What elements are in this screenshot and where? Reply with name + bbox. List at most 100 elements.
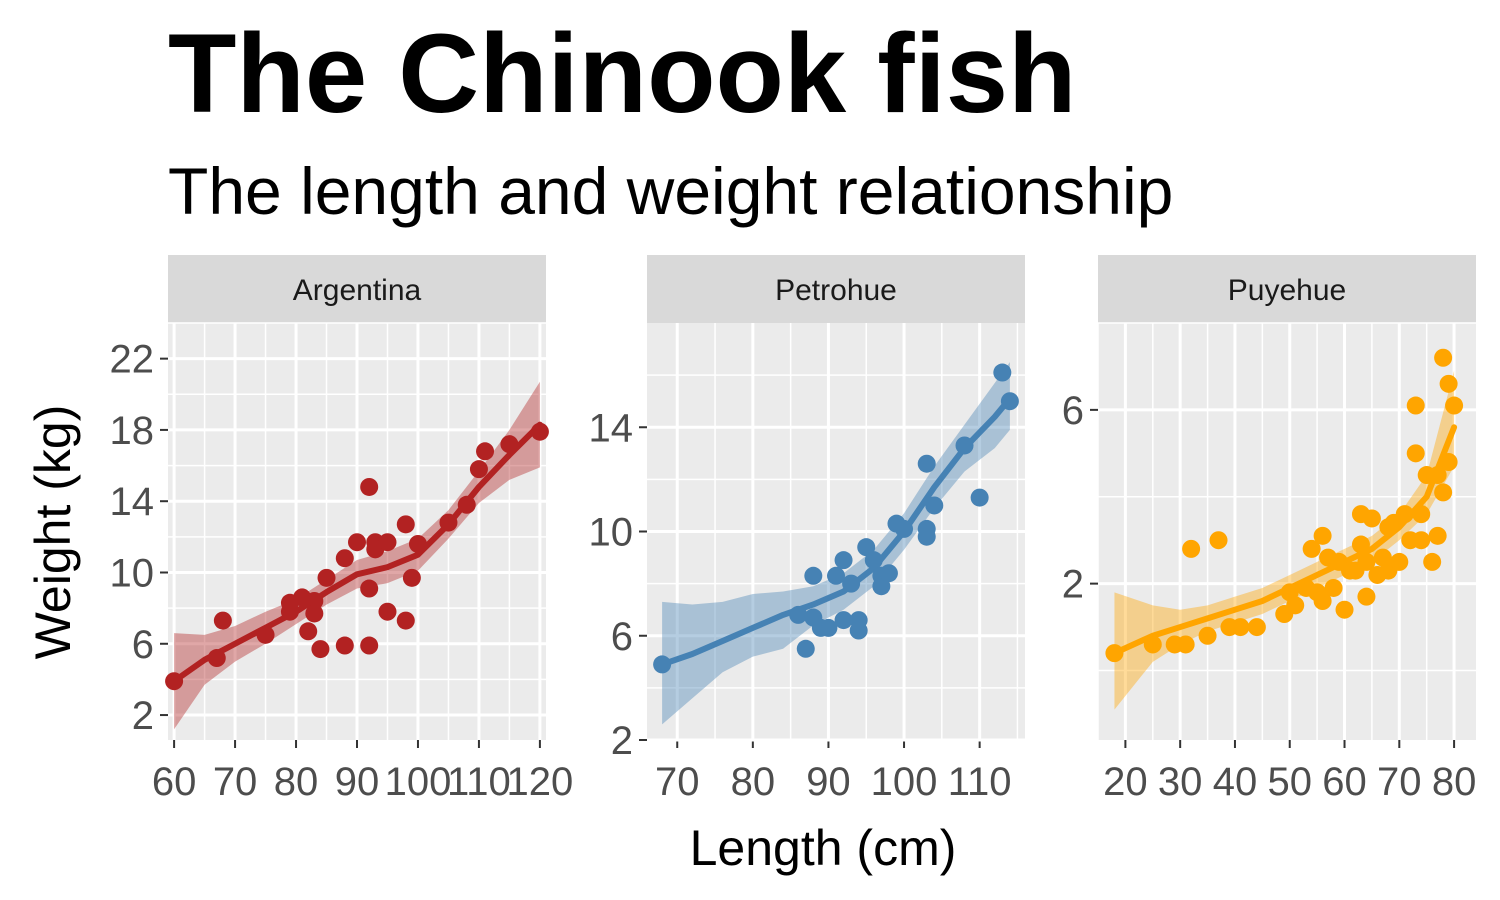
x-tick-label: 60 <box>152 760 197 804</box>
confidence-band <box>662 362 1010 725</box>
facet-puyehue: Puyehue 20 30 40 50 60 70 80 2 6 <box>1062 255 1476 804</box>
x-tick-label: 50 <box>1267 760 1312 804</box>
data-point <box>1395 505 1414 524</box>
data-point <box>849 621 868 640</box>
data-point <box>796 639 815 658</box>
x-tick-label: 80 <box>274 760 319 804</box>
smooth-line <box>171 421 543 685</box>
data-point <box>1335 600 1354 619</box>
y-tick-label: 14 <box>110 480 155 524</box>
y-tick-label: 22 <box>110 338 155 382</box>
data-point <box>396 611 415 630</box>
data-point <box>378 602 397 621</box>
x-tick-label: 60 <box>1322 760 1367 804</box>
y-tick-label: 10 <box>110 551 155 595</box>
x-tick-label: 40 <box>1213 760 1258 804</box>
data-point <box>348 533 366 552</box>
x-tick-label: 70 <box>655 760 700 804</box>
data-point <box>1209 531 1228 550</box>
data-point <box>1439 374 1458 393</box>
data-point <box>653 655 672 674</box>
data-point <box>1428 526 1447 545</box>
data-point <box>1302 539 1321 558</box>
data-point <box>1286 596 1305 615</box>
data-point <box>1406 396 1425 415</box>
data-point <box>1445 396 1464 415</box>
chart-title: The Chinook fish <box>168 11 1076 136</box>
data-point <box>317 568 336 587</box>
facet-strip-label: Argentina <box>293 274 422 307</box>
data-point <box>1434 483 1453 502</box>
data-point <box>1412 531 1431 550</box>
x-tick-label: 100 <box>871 760 938 804</box>
data-point <box>1362 509 1381 528</box>
data-point <box>1412 505 1431 524</box>
x-tick-label: 100 <box>385 760 452 804</box>
data-point <box>335 549 354 568</box>
data-point <box>1247 618 1266 637</box>
data-point <box>402 568 421 587</box>
data-point <box>207 649 226 668</box>
data-point <box>1198 626 1217 645</box>
data-point <box>1423 552 1442 571</box>
y-tick-label: 10 <box>589 511 634 555</box>
facet-strip-label: Puyehue <box>1228 274 1346 307</box>
data-point <box>299 622 318 641</box>
data-point <box>955 436 974 455</box>
x-axis-title: Length (cm) <box>690 820 957 876</box>
facet-strip <box>168 255 546 323</box>
data-point <box>476 442 495 461</box>
y-axis-title: Weight (kg) <box>25 405 81 660</box>
y-tick-label: 18 <box>110 409 155 453</box>
y-tick-label: 14 <box>589 406 634 450</box>
data-point <box>305 592 324 610</box>
y-tick-label: 6 <box>611 615 633 659</box>
data-point <box>396 515 415 534</box>
data-point <box>256 625 275 644</box>
data-point <box>879 564 898 583</box>
data-point <box>469 460 488 479</box>
data-point <box>335 636 354 655</box>
data-point <box>1390 552 1409 571</box>
data-point <box>360 636 379 655</box>
x-tick-label: 80 <box>731 760 776 804</box>
data-point <box>1231 618 1250 637</box>
data-point <box>1406 444 1425 463</box>
data-point <box>819 618 838 637</box>
data-point <box>864 551 883 570</box>
data-point <box>970 488 989 507</box>
data-point <box>1434 348 1453 367</box>
data-point <box>1176 635 1195 654</box>
data-point <box>1357 587 1376 606</box>
data-point <box>917 527 936 546</box>
data-point <box>1313 526 1332 545</box>
data-point <box>530 422 549 441</box>
facet-strip <box>1098 255 1476 323</box>
data-point <box>1143 635 1162 654</box>
data-point <box>378 533 397 552</box>
facet-strip-label: Petrohue <box>775 274 897 307</box>
data-point <box>834 551 853 570</box>
x-tick-label: 30 <box>1158 760 1203 804</box>
data-point <box>1351 535 1370 554</box>
y-tick-label: 6 <box>132 623 154 667</box>
facet-strip <box>647 255 1025 323</box>
data-point <box>457 495 476 514</box>
data-point <box>1000 392 1019 411</box>
y-tick-label: 6 <box>1062 389 1084 433</box>
data-point <box>895 519 914 538</box>
data-point <box>311 640 330 659</box>
data-point <box>925 496 944 515</box>
data-point <box>1182 539 1201 558</box>
x-tick-label: 120 <box>507 760 574 804</box>
data-point <box>360 477 379 496</box>
data-point <box>842 574 861 593</box>
data-point <box>360 579 379 598</box>
x-tick-label: 70 <box>1377 760 1422 804</box>
y-tick-label: 2 <box>1062 563 1084 607</box>
data-point <box>213 611 232 630</box>
data-point <box>1105 644 1124 663</box>
data-point <box>305 604 324 623</box>
